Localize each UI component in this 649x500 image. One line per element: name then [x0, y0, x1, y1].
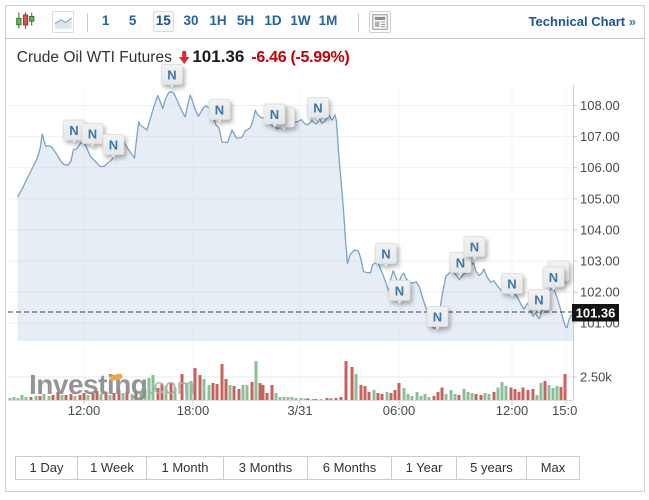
svg-text:103.00: 103.00: [580, 254, 620, 269]
svg-text:Investing.com: Investing.com: [29, 369, 195, 400]
svg-text:N: N: [313, 101, 322, 116]
svg-text:106.00: 106.00: [580, 160, 620, 175]
svg-text:18:00: 18:00: [177, 403, 210, 418]
svg-text:15:0: 15:0: [552, 403, 577, 418]
svg-text:N: N: [470, 240, 479, 255]
svg-text:12:00: 12:00: [68, 403, 101, 418]
svg-text:101.36: 101.36: [576, 306, 616, 321]
svg-text:N: N: [456, 256, 465, 271]
svg-text:12:00: 12:00: [496, 403, 529, 418]
svg-text:104.00: 104.00: [580, 222, 620, 237]
svg-text:N: N: [270, 107, 279, 122]
svg-text:N: N: [88, 127, 97, 142]
svg-text:107.00: 107.00: [580, 129, 620, 144]
svg-text:2.50k: 2.50k: [580, 370, 612, 385]
svg-text:06:00: 06:00: [383, 403, 416, 418]
svg-text:N: N: [109, 138, 118, 153]
svg-text:N: N: [69, 123, 78, 138]
svg-text:N: N: [534, 293, 543, 308]
svg-text:N: N: [167, 68, 176, 83]
svg-text:108.00: 108.00: [580, 98, 620, 113]
svg-text:102.00: 102.00: [580, 285, 620, 300]
svg-text:N: N: [215, 103, 224, 118]
svg-text:N: N: [381, 247, 390, 262]
svg-text:105.00: 105.00: [580, 191, 620, 206]
svg-text:N: N: [507, 277, 516, 292]
svg-text:N: N: [395, 284, 404, 299]
svg-text:3/31: 3/31: [287, 403, 312, 418]
svg-text:N: N: [433, 310, 442, 325]
svg-text:N: N: [549, 270, 558, 285]
